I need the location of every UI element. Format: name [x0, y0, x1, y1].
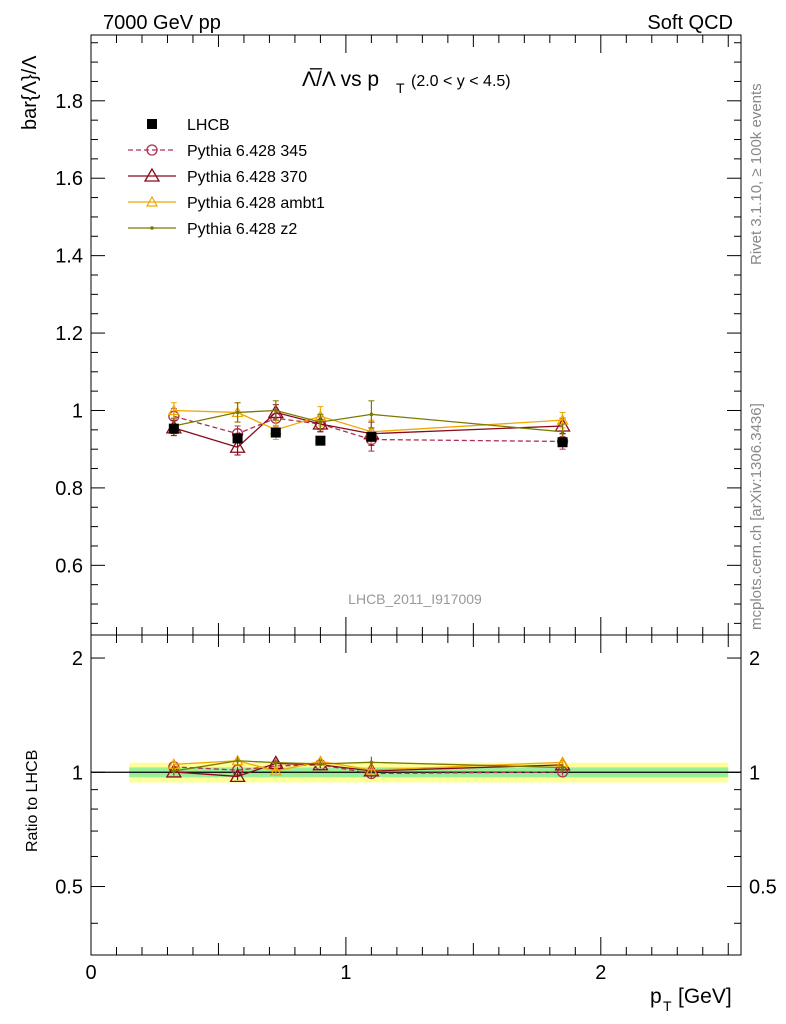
data-point	[229, 438, 246, 453]
main-axis-ticks: 0.6 0.8 1 1.2 1.4 1.6 1.8	[55, 42, 741, 624]
ratio-series-line	[173, 760, 563, 772]
lhcb-data-point	[315, 435, 326, 446]
ratio-point	[269, 764, 282, 776]
y-tick-label: 0.6	[55, 555, 83, 577]
legend-label: Pythia 6.428 z2	[187, 221, 297, 238]
x-tick-label: 2	[595, 962, 606, 984]
series-line	[173, 415, 563, 443]
ratio-series-line	[173, 764, 563, 775]
ratio-series-line	[173, 760, 563, 772]
ratio-series-3	[172, 756, 565, 775]
data-point	[560, 429, 565, 434]
y-tick-label: 1	[72, 400, 83, 422]
lhcb-data-point	[366, 431, 377, 442]
series-3	[170, 400, 566, 441]
lhcb-data-point	[168, 423, 179, 434]
legend-label-lhcb: LHCB	[187, 117, 230, 134]
y-tick-label: 1.8	[55, 91, 83, 113]
ratio-point	[365, 763, 378, 775]
ratio-point	[318, 762, 323, 766]
ratio-tick-label-left: 1	[72, 762, 83, 784]
ratio-point	[235, 758, 240, 763]
y-tick-label: 1.4	[55, 246, 83, 268]
ratio-point	[172, 769, 176, 773]
chart-title-range: (2.0 < y < 4.5)	[411, 73, 511, 90]
ratio-series-layer	[165, 754, 571, 783]
ratio-series-line	[173, 762, 563, 778]
ratio-point	[229, 768, 246, 783]
analysis-id-label: LHCB_2011_I917009	[348, 591, 482, 607]
lhcb-data-point	[270, 427, 281, 438]
ratio-axis-ticks: 0.5 0.5 1 1 2 2	[55, 648, 777, 924]
legend-label: Pythia 6.428 370	[187, 169, 307, 186]
header-right: Soft QCD	[647, 12, 733, 34]
data-point	[369, 412, 374, 417]
legend: LHCB Pythia 6.428 345 Pythia 6.428 370 Pyth…	[128, 117, 325, 238]
ratio-tick-label-left: 0.5	[55, 877, 83, 899]
data-point	[235, 410, 240, 415]
ratio-tick-label-right: 2	[749, 648, 760, 670]
legend-marker	[145, 195, 159, 207]
main-series-layer	[165, 400, 571, 456]
data-point	[274, 408, 278, 413]
series-line	[173, 411, 563, 448]
chart-title-main: Λ̅/Λ vs p	[302, 68, 379, 91]
y-tick-label: 1.6	[55, 168, 83, 190]
ratio-point	[560, 765, 565, 770]
header-left: 7000 GeV pp	[103, 12, 221, 34]
chart-title-sub: T	[396, 80, 405, 96]
x-axis-label-sub: T	[663, 998, 672, 1014]
ratio-tick-label-right: 1	[749, 762, 760, 784]
rivet-version-label: Rivet 3.1.10, ≥ 100k events	[748, 83, 765, 265]
x-axis-label-unit: [GeV]	[678, 985, 732, 1008]
x-tick-label: 0	[85, 962, 96, 984]
series-line	[173, 409, 563, 433]
lhcb-data-point	[557, 437, 568, 448]
x-tick-label: 1	[340, 962, 351, 984]
y-tick-label: 1.2	[55, 323, 83, 345]
ratio-point	[274, 760, 278, 765]
legend-label: Pythia 6.428 345	[187, 143, 307, 160]
x-axis-label-main: p	[650, 985, 662, 1008]
data-point	[318, 420, 323, 424]
lhcb-data-series	[168, 423, 568, 448]
chart-title: Λ̅/Λ vs p T (2.0 < y < 4.5)	[302, 68, 511, 96]
data-point	[167, 404, 180, 416]
ratio-tick-label-left: 2	[72, 648, 83, 670]
ratio-uncertainty-bands	[91, 762, 741, 783]
x-axis-ticks: 0 1 2	[85, 35, 729, 984]
ratio-tick-label-right: 0.5	[749, 877, 777, 899]
legend-marker	[150, 226, 154, 230]
x-axis-label: p T [GeV]	[650, 985, 732, 1014]
legend-marker	[143, 167, 161, 182]
legend-marker	[146, 144, 158, 156]
mcplots-source-label: mcplots.cern.ch [arXiv:1306.3436]	[748, 403, 765, 630]
legend-marker-lhcb	[147, 119, 157, 129]
series-line	[173, 409, 563, 433]
ratio-point	[369, 760, 374, 765]
y-tick-label: 0.8	[55, 478, 83, 500]
y-axis-label: bar{Λ}/Λ	[19, 55, 41, 130]
ratio-plot-frame	[90, 634, 742, 956]
ratio-y-axis-label: Ratio to LHCB	[24, 750, 41, 852]
legend-label: Pythia 6.428 ambt1	[187, 195, 325, 212]
lhcb-data-point	[232, 433, 243, 444]
